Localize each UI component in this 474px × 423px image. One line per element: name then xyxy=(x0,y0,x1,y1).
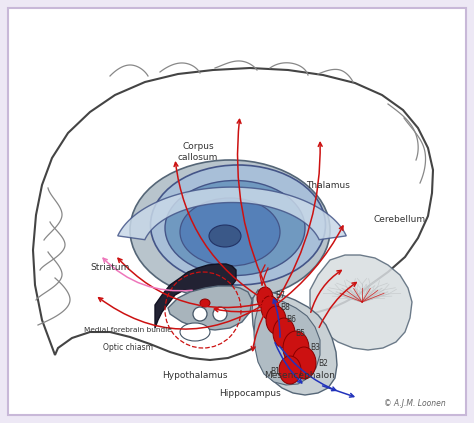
Text: Medial forebrain bundle: Medial forebrain bundle xyxy=(84,327,172,333)
Ellipse shape xyxy=(279,356,301,384)
Polygon shape xyxy=(310,255,412,350)
Text: B7: B7 xyxy=(275,291,285,300)
Ellipse shape xyxy=(130,160,330,300)
Text: B1: B1 xyxy=(270,368,280,376)
Ellipse shape xyxy=(261,296,279,320)
Text: Optic chiasm: Optic chiasm xyxy=(103,343,153,352)
Polygon shape xyxy=(168,286,252,330)
Ellipse shape xyxy=(257,287,273,309)
Text: B6: B6 xyxy=(286,316,296,324)
Text: © A.J.M. Loonen: © A.J.M. Loonen xyxy=(384,399,446,408)
Ellipse shape xyxy=(292,347,316,379)
Text: Mesencephalon: Mesencephalon xyxy=(264,371,336,381)
Text: Hypothalamus: Hypothalamus xyxy=(162,371,228,381)
Ellipse shape xyxy=(151,165,326,285)
Polygon shape xyxy=(118,187,346,240)
Polygon shape xyxy=(33,68,433,376)
Ellipse shape xyxy=(273,318,295,348)
FancyBboxPatch shape xyxy=(8,8,466,415)
Ellipse shape xyxy=(266,306,286,334)
Text: B2: B2 xyxy=(318,359,328,368)
Polygon shape xyxy=(252,290,337,395)
Polygon shape xyxy=(155,264,236,328)
Text: B3: B3 xyxy=(310,343,320,352)
Text: Thalamus: Thalamus xyxy=(306,181,350,190)
Ellipse shape xyxy=(283,331,309,365)
Ellipse shape xyxy=(180,323,210,341)
Text: B5: B5 xyxy=(295,330,305,338)
Text: Cerebellum: Cerebellum xyxy=(374,215,426,225)
Text: Striatum: Striatum xyxy=(91,264,130,272)
Ellipse shape xyxy=(200,299,210,307)
Ellipse shape xyxy=(180,198,280,266)
Ellipse shape xyxy=(209,225,241,247)
Ellipse shape xyxy=(165,181,305,275)
Text: Corpus
callosum: Corpus callosum xyxy=(178,142,218,162)
Text: Hippocampus: Hippocampus xyxy=(219,388,281,398)
Text: B8: B8 xyxy=(280,302,290,311)
Polygon shape xyxy=(254,296,320,385)
Ellipse shape xyxy=(193,307,207,321)
Ellipse shape xyxy=(213,307,227,321)
